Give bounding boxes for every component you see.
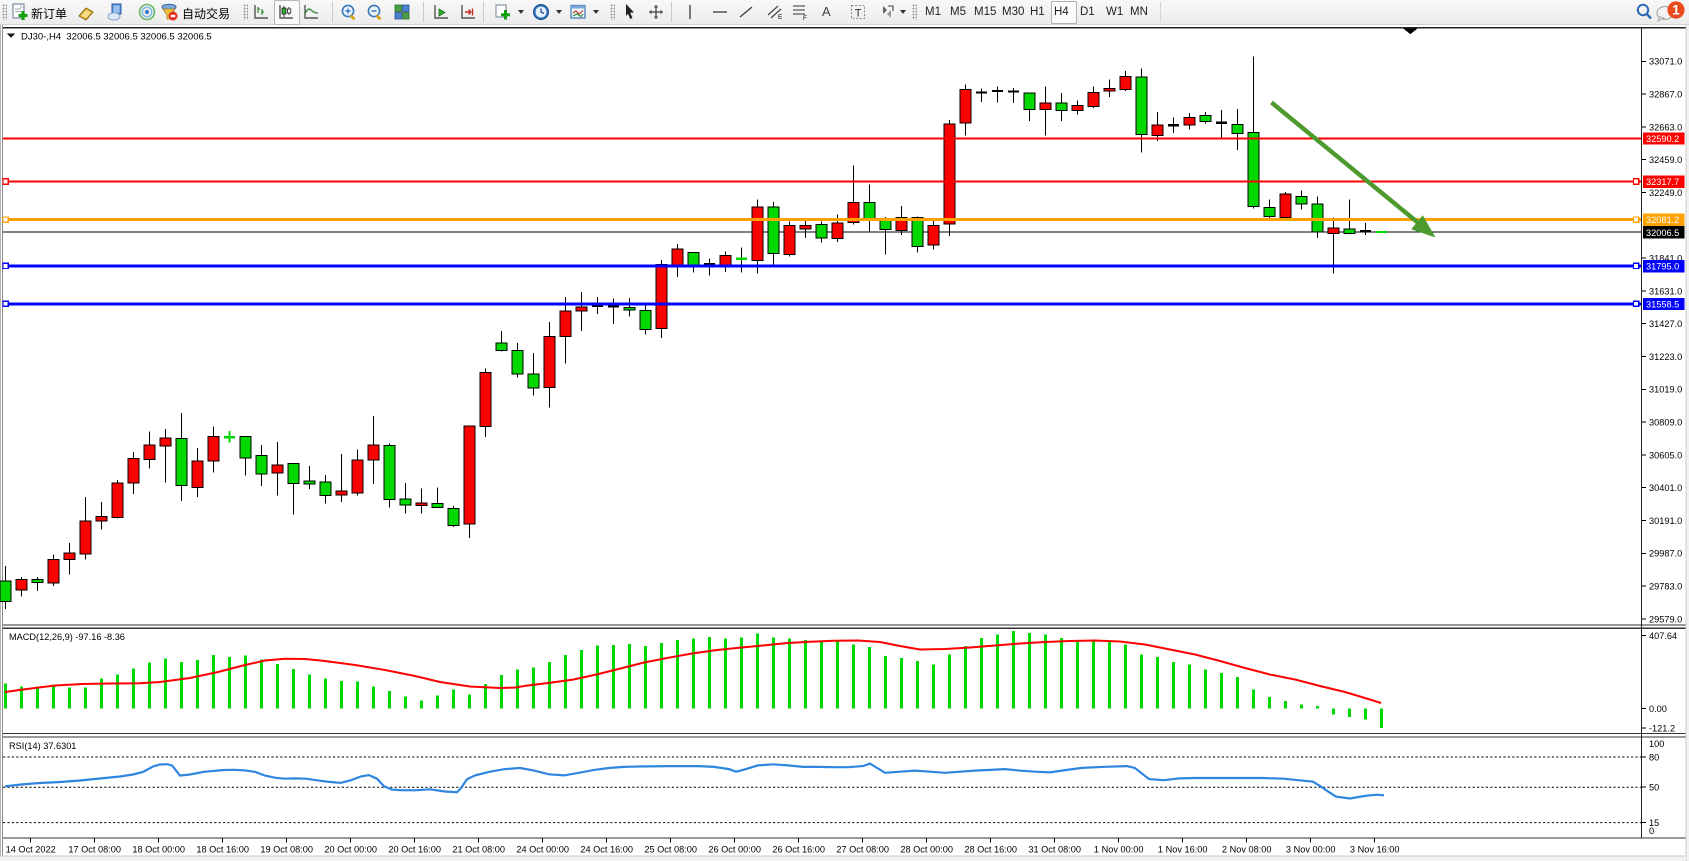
svg-text:0: 0 bbox=[1649, 826, 1654, 836]
svg-text:28 Oct 00:00: 28 Oct 00:00 bbox=[900, 845, 953, 855]
svg-text:26 Oct 00:00: 26 Oct 00:00 bbox=[708, 845, 761, 855]
svg-text:80: 80 bbox=[1649, 752, 1659, 762]
svg-text:E: E bbox=[778, 14, 783, 21]
svg-text:15: 15 bbox=[1649, 818, 1659, 828]
svg-text:32590.2: 32590.2 bbox=[1646, 134, 1679, 144]
svg-text:24 Oct 00:00: 24 Oct 00:00 bbox=[516, 845, 569, 855]
svg-text:32459.0: 32459.0 bbox=[1649, 155, 1682, 165]
svg-text:29987.0: 29987.0 bbox=[1649, 549, 1682, 559]
svg-text:18 Oct 16:00: 18 Oct 16:00 bbox=[196, 845, 249, 855]
svg-text:28 Oct 16:00: 28 Oct 16:00 bbox=[964, 845, 1017, 855]
svg-text:26 Oct 16:00: 26 Oct 16:00 bbox=[772, 845, 825, 855]
svg-text:31223.0: 31223.0 bbox=[1649, 352, 1682, 362]
svg-text:25 Oct 08:00: 25 Oct 08:00 bbox=[644, 845, 697, 855]
svg-text:31841.0: 31841.0 bbox=[1649, 254, 1682, 264]
svg-text:24 Oct 16:00: 24 Oct 16:00 bbox=[580, 845, 633, 855]
svg-text:50: 50 bbox=[1649, 783, 1659, 793]
svg-text:2 Nov 08:00: 2 Nov 08:00 bbox=[1222, 845, 1272, 855]
svg-text:-121.2: -121.2 bbox=[1649, 723, 1675, 733]
svg-text:1: 1 bbox=[1672, 3, 1680, 18]
svg-text:0.00: 0.00 bbox=[1649, 704, 1667, 714]
svg-text:30401.0: 30401.0 bbox=[1649, 483, 1682, 493]
svg-text:21 Oct 08:00: 21 Oct 08:00 bbox=[452, 845, 505, 855]
svg-text:32663.0: 32663.0 bbox=[1649, 122, 1682, 132]
svg-text:DJ30-,H4 32006.5 32006.5 3200: DJ30-,H4 32006.5 32006.5 32006.5 32006.5 bbox=[21, 32, 212, 43]
svg-text:27 Oct 08:00: 27 Oct 08:00 bbox=[836, 845, 889, 855]
svg-text:3 Nov 16:00: 3 Nov 16:00 bbox=[1350, 845, 1400, 855]
svg-text:32249.0: 32249.0 bbox=[1649, 188, 1682, 198]
svg-text:17 Oct 08:00: 17 Oct 08:00 bbox=[68, 845, 121, 855]
svg-text:100: 100 bbox=[1649, 739, 1664, 749]
svg-text:14 Oct 2022: 14 Oct 2022 bbox=[6, 845, 56, 855]
svg-text:32867.0: 32867.0 bbox=[1649, 90, 1682, 100]
svg-text:32317.7: 32317.7 bbox=[1646, 177, 1679, 187]
svg-text:31427.0: 31427.0 bbox=[1649, 319, 1682, 329]
svg-text:20 Oct 16:00: 20 Oct 16:00 bbox=[388, 845, 441, 855]
svg-text:30809.0: 30809.0 bbox=[1649, 418, 1682, 428]
svg-text:T: T bbox=[855, 8, 862, 20]
svg-text:31019.0: 31019.0 bbox=[1649, 385, 1682, 395]
svg-text:30191.0: 30191.0 bbox=[1649, 516, 1682, 526]
svg-text:30605.0: 30605.0 bbox=[1649, 450, 1682, 460]
svg-text:31 Oct 08:00: 31 Oct 08:00 bbox=[1028, 845, 1081, 855]
svg-text:MACD(12,26,9) -97.16 -8.36: MACD(12,26,9) -97.16 -8.36 bbox=[9, 632, 125, 642]
svg-text:F: F bbox=[803, 15, 807, 21]
svg-text:31558.5: 31558.5 bbox=[1646, 299, 1679, 309]
svg-text:19 Oct 08:00: 19 Oct 08:00 bbox=[260, 845, 313, 855]
svg-text:20 Oct 00:00: 20 Oct 00:00 bbox=[324, 845, 377, 855]
svg-text:18 Oct 00:00: 18 Oct 00:00 bbox=[132, 845, 185, 855]
svg-text:3 Nov 00:00: 3 Nov 00:00 bbox=[1286, 845, 1336, 855]
svg-text:33071.0: 33071.0 bbox=[1649, 57, 1682, 67]
svg-text:32081.2: 32081.2 bbox=[1646, 215, 1679, 225]
svg-text:1 Nov 00:00: 1 Nov 00:00 bbox=[1094, 845, 1144, 855]
svg-text:29783.0: 29783.0 bbox=[1649, 582, 1682, 592]
svg-text:31631.0: 31631.0 bbox=[1649, 286, 1682, 296]
svg-text:29579.0: 29579.0 bbox=[1649, 614, 1682, 624]
svg-text:RSI(14) 37.6301: RSI(14) 37.6301 bbox=[9, 741, 76, 751]
svg-text:407.64: 407.64 bbox=[1649, 631, 1677, 641]
svg-text:31795.0: 31795.0 bbox=[1646, 262, 1679, 272]
svg-text:32006.5: 32006.5 bbox=[1646, 228, 1679, 238]
svg-text:1 Nov 16:00: 1 Nov 16:00 bbox=[1158, 845, 1208, 855]
